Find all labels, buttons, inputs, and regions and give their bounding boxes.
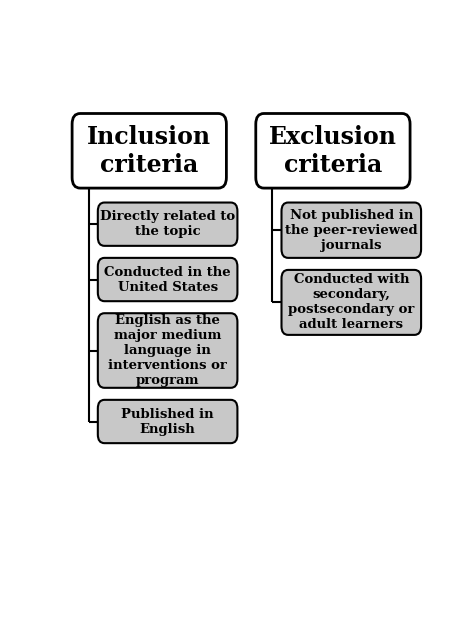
FancyBboxPatch shape (98, 202, 237, 246)
Text: Conducted with
secondary,
postsecondary or
adult learners: Conducted with secondary, postsecondary … (288, 273, 414, 331)
FancyBboxPatch shape (282, 202, 421, 258)
FancyBboxPatch shape (98, 258, 237, 301)
Text: Not published in
the peer-reviewed
journals: Not published in the peer-reviewed journ… (285, 209, 418, 252)
Text: Published in
English: Published in English (121, 408, 214, 436)
Text: Inclusion
criteria: Inclusion criteria (87, 125, 211, 177)
FancyBboxPatch shape (72, 114, 227, 188)
Text: Exclusion
criteria: Exclusion criteria (269, 125, 397, 177)
FancyBboxPatch shape (98, 400, 237, 443)
FancyBboxPatch shape (282, 270, 421, 335)
FancyBboxPatch shape (98, 313, 237, 388)
FancyBboxPatch shape (256, 114, 410, 188)
Text: Directly related to
the topic: Directly related to the topic (100, 210, 235, 238)
Text: English as the
major medium
language in
interventions or
program: English as the major medium language in … (108, 314, 227, 387)
Text: Conducted in the
United States: Conducted in the United States (104, 266, 231, 294)
